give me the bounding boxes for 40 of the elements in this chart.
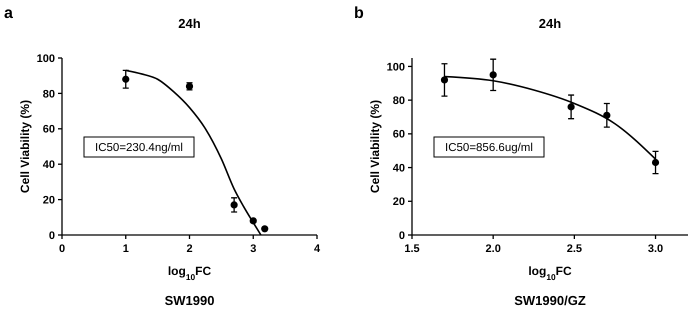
x-tick-label: 3	[250, 243, 256, 255]
y-tick-label: 60	[392, 128, 405, 141]
y-tick-label: 0	[48, 230, 55, 242]
x-tick-label: 3.0	[648, 243, 664, 255]
x-axis-title: log$_{10}$FC	[168, 264, 212, 282]
text: b	[354, 5, 364, 22]
point	[122, 76, 130, 83]
y-tick-label: 80	[42, 88, 55, 100]
y-tick-label: 80	[392, 94, 405, 107]
x-axis-title: log$_{10}$FC	[528, 264, 572, 282]
y-tick-label: 100	[386, 61, 405, 74]
y-tick-label: 20	[42, 194, 55, 206]
x-tick-label: 4	[314, 243, 321, 255]
y-tick-label: 40	[42, 159, 55, 172]
chart-title: 24h	[538, 16, 562, 31]
chart-title: 24h	[178, 16, 201, 31]
x-tick-label: 2	[186, 243, 193, 255]
y-tick-label: 60	[42, 124, 55, 136]
y-axis-title: Cell Viability (%)	[18, 100, 32, 194]
annotation: IC50=856.6ug/ml	[445, 142, 533, 154]
point	[568, 103, 575, 110]
point	[652, 158, 660, 166]
x-tick-label: 1	[122, 243, 129, 255]
y-tick-label: 100	[36, 52, 55, 65]
point	[490, 71, 497, 78]
annotation: IC50=230.4ng/ml	[95, 142, 183, 154]
x-tick-label: 2.5	[566, 243, 582, 255]
x-tick-label: 0	[58, 243, 66, 255]
text: SW1990	[164, 293, 214, 308]
point	[230, 201, 238, 209]
x-tick-label: 1.5	[404, 243, 420, 255]
y-tick-label: 40	[392, 162, 405, 174]
point	[440, 76, 448, 84]
y-tick-label: 0	[398, 230, 405, 242]
y-axis-title: Cell Viability (%)	[368, 100, 382, 194]
y-tick-label: 20	[392, 196, 405, 208]
point	[261, 225, 268, 232]
text: SW1990/GZ	[514, 293, 586, 308]
text: a	[4, 5, 13, 22]
x-tick-label: 2.0	[486, 243, 501, 255]
